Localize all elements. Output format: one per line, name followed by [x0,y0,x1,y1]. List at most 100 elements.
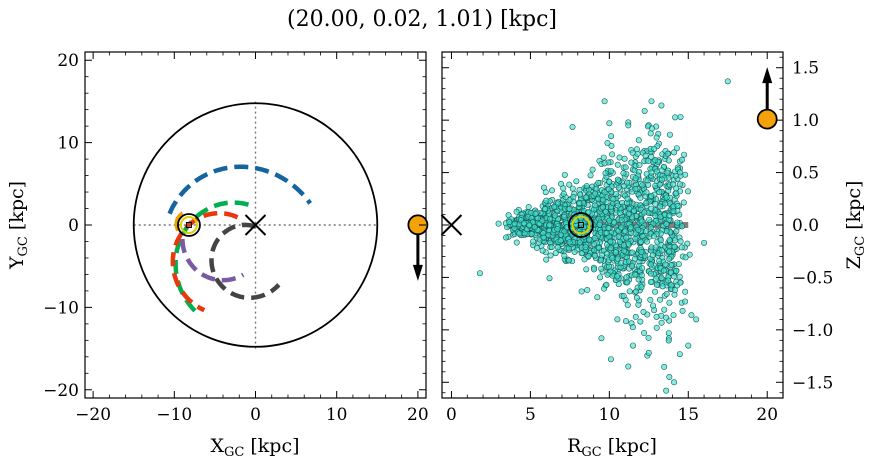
scatter-point [688,312,695,319]
scatter-point [606,217,613,224]
scatter-point [666,248,673,255]
scatter-point [643,238,650,245]
x-tick-label: 20 [407,405,429,425]
scatter-point [660,267,667,274]
scatter-point [622,318,629,325]
y-tick-label: −20 [43,381,79,401]
scatter-point [665,277,672,284]
scatter-point [603,250,610,257]
scatter-point [561,252,568,259]
scatter-point [666,374,673,381]
scatter-point [665,330,672,337]
y-tick-label: 10 [57,134,79,154]
scatter-point [621,247,628,254]
scatter-point [625,363,632,370]
scatter-point [552,212,559,219]
scatter-point [569,123,576,130]
y-tick-label: 0.0 [792,216,819,236]
scatter-point [648,169,655,176]
scatter-point [657,203,664,210]
scatter-point [652,275,659,282]
scatter-point [624,179,631,186]
scatter-point [657,237,664,244]
scatter-point [618,224,625,231]
scatter-point [671,379,678,386]
scatter-point [547,215,554,222]
scatter-point [585,253,592,260]
scatter-point [653,134,660,141]
rz-xlabel: RGC [kpc] [567,435,657,460]
scatter-point [577,220,584,227]
scatter-point [656,181,663,188]
spiral-arm [209,222,281,301]
scatter-point [661,306,668,313]
scatter-point [578,250,585,257]
scatter-point [528,230,535,237]
scatter-point [583,183,590,190]
scatter-point [606,120,613,127]
scatter-point [583,266,590,273]
scatter-point [533,244,540,251]
scatter-point [607,245,614,252]
y-tick-label: 1.5 [792,59,819,79]
scatter-point [615,184,622,191]
scatter-point [682,288,689,295]
xy-xlabel: XGC [kpc] [210,435,299,460]
scatter-point [641,329,648,336]
scatter-point [661,363,668,370]
scatter-point [608,142,615,149]
scatter-point [676,181,683,188]
scatter-point [570,193,577,200]
scatter-point [628,159,635,166]
scatter-point [666,256,673,263]
scatter-point [701,239,708,246]
scatter-point [633,294,640,301]
scatter-point [561,213,568,220]
scatter-point [543,197,550,204]
y-tick-label: −1.5 [792,373,833,393]
scatter-point [603,230,610,237]
scatter-point [679,307,686,314]
scatter-point [560,190,567,197]
scatter-point [595,179,602,186]
scatter-point [662,200,669,207]
scatter-point [649,252,656,259]
scatter-point [601,98,608,105]
scatter-point [591,235,598,242]
scatter-point [666,212,673,219]
scatter-point [613,191,620,198]
x-tick-label: 10 [599,405,621,425]
scatter-point [608,133,615,140]
scatter-point [653,313,660,320]
scatter-point [546,222,553,229]
scatter-point [635,137,642,144]
scatter-point [663,221,670,228]
sun-marker-square [577,222,584,228]
scatter-point [663,290,670,297]
scatter-point [531,224,538,231]
scatter-point [663,314,670,321]
scatter-point [632,271,639,278]
scatter-point [665,337,672,344]
scatter-point [643,189,650,196]
scatter-point [671,273,678,280]
scatter-point [554,226,561,233]
scatter-point [670,312,677,319]
scatter-point [566,205,573,212]
scatter-point [641,252,648,259]
scatter-point [647,278,654,285]
scatter-point [635,301,642,308]
scatter-point [597,257,604,264]
scatter-point [638,272,645,279]
scatter-point [674,202,681,209]
scatter-point [653,324,660,331]
sun-marker-outer [568,212,594,238]
scatter-point [573,178,580,185]
scatter-point [724,78,731,85]
scatter-point [643,199,650,206]
scatter-point [668,282,675,289]
scatter-point [582,194,589,201]
scatter-point [639,182,646,189]
scatter-point [601,160,608,167]
scatter-point [476,270,483,277]
